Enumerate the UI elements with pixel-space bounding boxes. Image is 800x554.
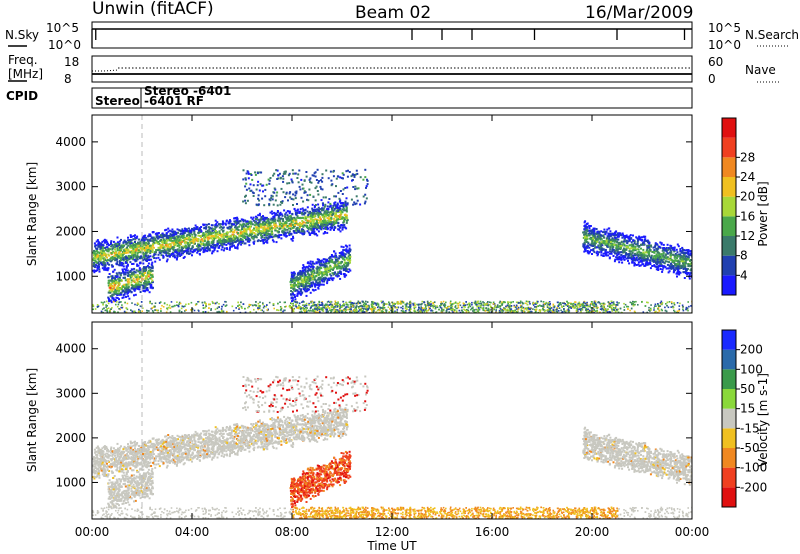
velocity-colorbar-tick: 100 <box>740 362 763 376</box>
power-colorbar-tick: 8 <box>740 249 748 263</box>
velocity-colorbar: 200 100 50 15 -15 -50 -100 -200 <box>721 329 767 508</box>
colorbar-swatch <box>722 118 736 138</box>
power-colorbar-tick: 20 <box>740 190 755 204</box>
cpid-mode-1: Stereo <box>95 94 140 108</box>
power-colorbar-tick: 28 <box>740 150 755 164</box>
colorbar-swatch <box>722 236 736 256</box>
beam-title: Beam 02 <box>355 3 431 23</box>
nsearch-label: N.Search <box>745 28 799 42</box>
cpid-mode-2b: -6401 RF <box>144 94 204 108</box>
x-tick-label: 00:00 <box>75 525 110 539</box>
nsky-panel: N.Sky 10^5 10^0 10^5 10^0 N.Search <box>5 21 799 52</box>
colorbar-swatch <box>722 275 736 295</box>
power-ylabel: Slant Range [km] <box>25 162 39 266</box>
nsky-tick-top: 10^5 <box>46 21 79 35</box>
nsky-label: N.Sky <box>5 28 39 42</box>
colorbar-swatch <box>722 196 736 217</box>
x-tick-label: 04:00 <box>175 525 210 539</box>
nsky-tick-bottom: 10^0 <box>48 38 81 52</box>
colorbar-swatch <box>722 408 736 429</box>
cpid-panel: CPID Stereo Stereo -6401 -6401 RF <box>6 84 693 109</box>
velocity-colorbar-tick: 15 <box>740 402 755 416</box>
x-tick-label: 00:00 <box>675 525 710 539</box>
power-panel: 1000 2000 3000 4000 Slant Range [km] 4 8 12 16… <box>25 114 770 314</box>
velocity-panel: 1000 2000 3000 4000 Slant Range [km] 200 100… <box>25 321 770 520</box>
nsky-dropouts <box>95 29 686 40</box>
colorbar-swatch <box>722 177 736 197</box>
colorbar-swatch <box>722 137 736 158</box>
colorbar-swatch <box>722 216 736 236</box>
y-tick-label: 3000 <box>55 180 86 194</box>
power-colorbar-tick: 24 <box>740 170 755 184</box>
velocity-colorbar-tick: -50 <box>740 441 760 455</box>
nsearch-tick-bottom: 10^0 <box>708 38 741 52</box>
velocity-colorbar-label: Velocity [m s-1] <box>756 373 770 467</box>
y-tick-label: 1000 <box>55 475 86 489</box>
freq-panel: Freq. [MHz] 18 8 60 0 Nave <box>8 53 780 86</box>
velocity-colorbar-tick: 50 <box>740 382 755 396</box>
velocity-colorbar-tick: -100 <box>740 461 767 475</box>
colorbar-swatch <box>722 487 736 507</box>
power-data <box>92 168 692 313</box>
nave-tick-bottom: 0 <box>708 72 716 86</box>
velocity-colorbar-tick: 200 <box>740 343 763 357</box>
y-tick-label: 2000 <box>55 224 86 238</box>
freq-tick-bottom: 8 <box>64 72 72 86</box>
freq-tick-top: 18 <box>64 55 79 69</box>
colorbar-swatch <box>722 369 736 389</box>
y-tick-label: 2000 <box>55 431 86 445</box>
station-title: Unwin (fitACF) <box>92 0 214 19</box>
colorbar-swatch <box>722 389 736 409</box>
velocity-colorbar-tick: -200 <box>740 480 767 494</box>
x-tick-label: 20:00 <box>575 525 610 539</box>
nave-tick-top: 60 <box>708 55 723 69</box>
velocity-colorbar-tick: -15 <box>740 421 760 435</box>
freq-unit: [MHz] <box>8 67 43 81</box>
y-tick-label: 4000 <box>55 342 86 356</box>
y-tick-label: 4000 <box>55 135 86 149</box>
colorbar-swatch <box>722 330 736 350</box>
freq-label: Freq. <box>8 53 38 67</box>
x-tick-label: 16:00 <box>475 525 510 539</box>
power-colorbar-tick: 4 <box>740 268 748 282</box>
x-tick-label: 08:00 <box>275 525 310 539</box>
nave-label: Nave <box>745 63 776 77</box>
cpid-label: CPID <box>6 89 38 103</box>
x-tick-label: 12:00 <box>375 525 410 539</box>
velocity-data <box>92 375 692 519</box>
power-colorbar-tick: 16 <box>740 209 755 223</box>
time-axis-label: Time UT <box>366 539 417 553</box>
colorbar-swatch <box>722 428 736 448</box>
power-colorbar: 4 8 12 16 20 24 28 <box>721 117 755 296</box>
colorbar-swatch <box>722 448 736 468</box>
colorbar-swatch <box>722 467 736 488</box>
date-title: 16/Mar/2009 <box>585 3 693 23</box>
nsearch-tick-top: 10^5 <box>708 21 741 35</box>
power-colorbar-tick: 12 <box>740 229 755 243</box>
colorbar-swatch <box>722 349 736 370</box>
y-tick-label: 3000 <box>55 386 86 400</box>
time-axis: 00:00 04:00 08:00 12:00 16:00 20:00 00:00 <box>75 115 710 539</box>
colorbar-swatch <box>722 157 736 177</box>
cpid-mode-2a: Stereo -6401 <box>144 84 231 98</box>
y-tick-label: 1000 <box>55 269 86 283</box>
power-colorbar-label: Power [dB] <box>756 181 770 246</box>
colorbar-swatch <box>722 255 736 276</box>
velocity-ylabel: Slant Range [km] <box>25 368 39 472</box>
